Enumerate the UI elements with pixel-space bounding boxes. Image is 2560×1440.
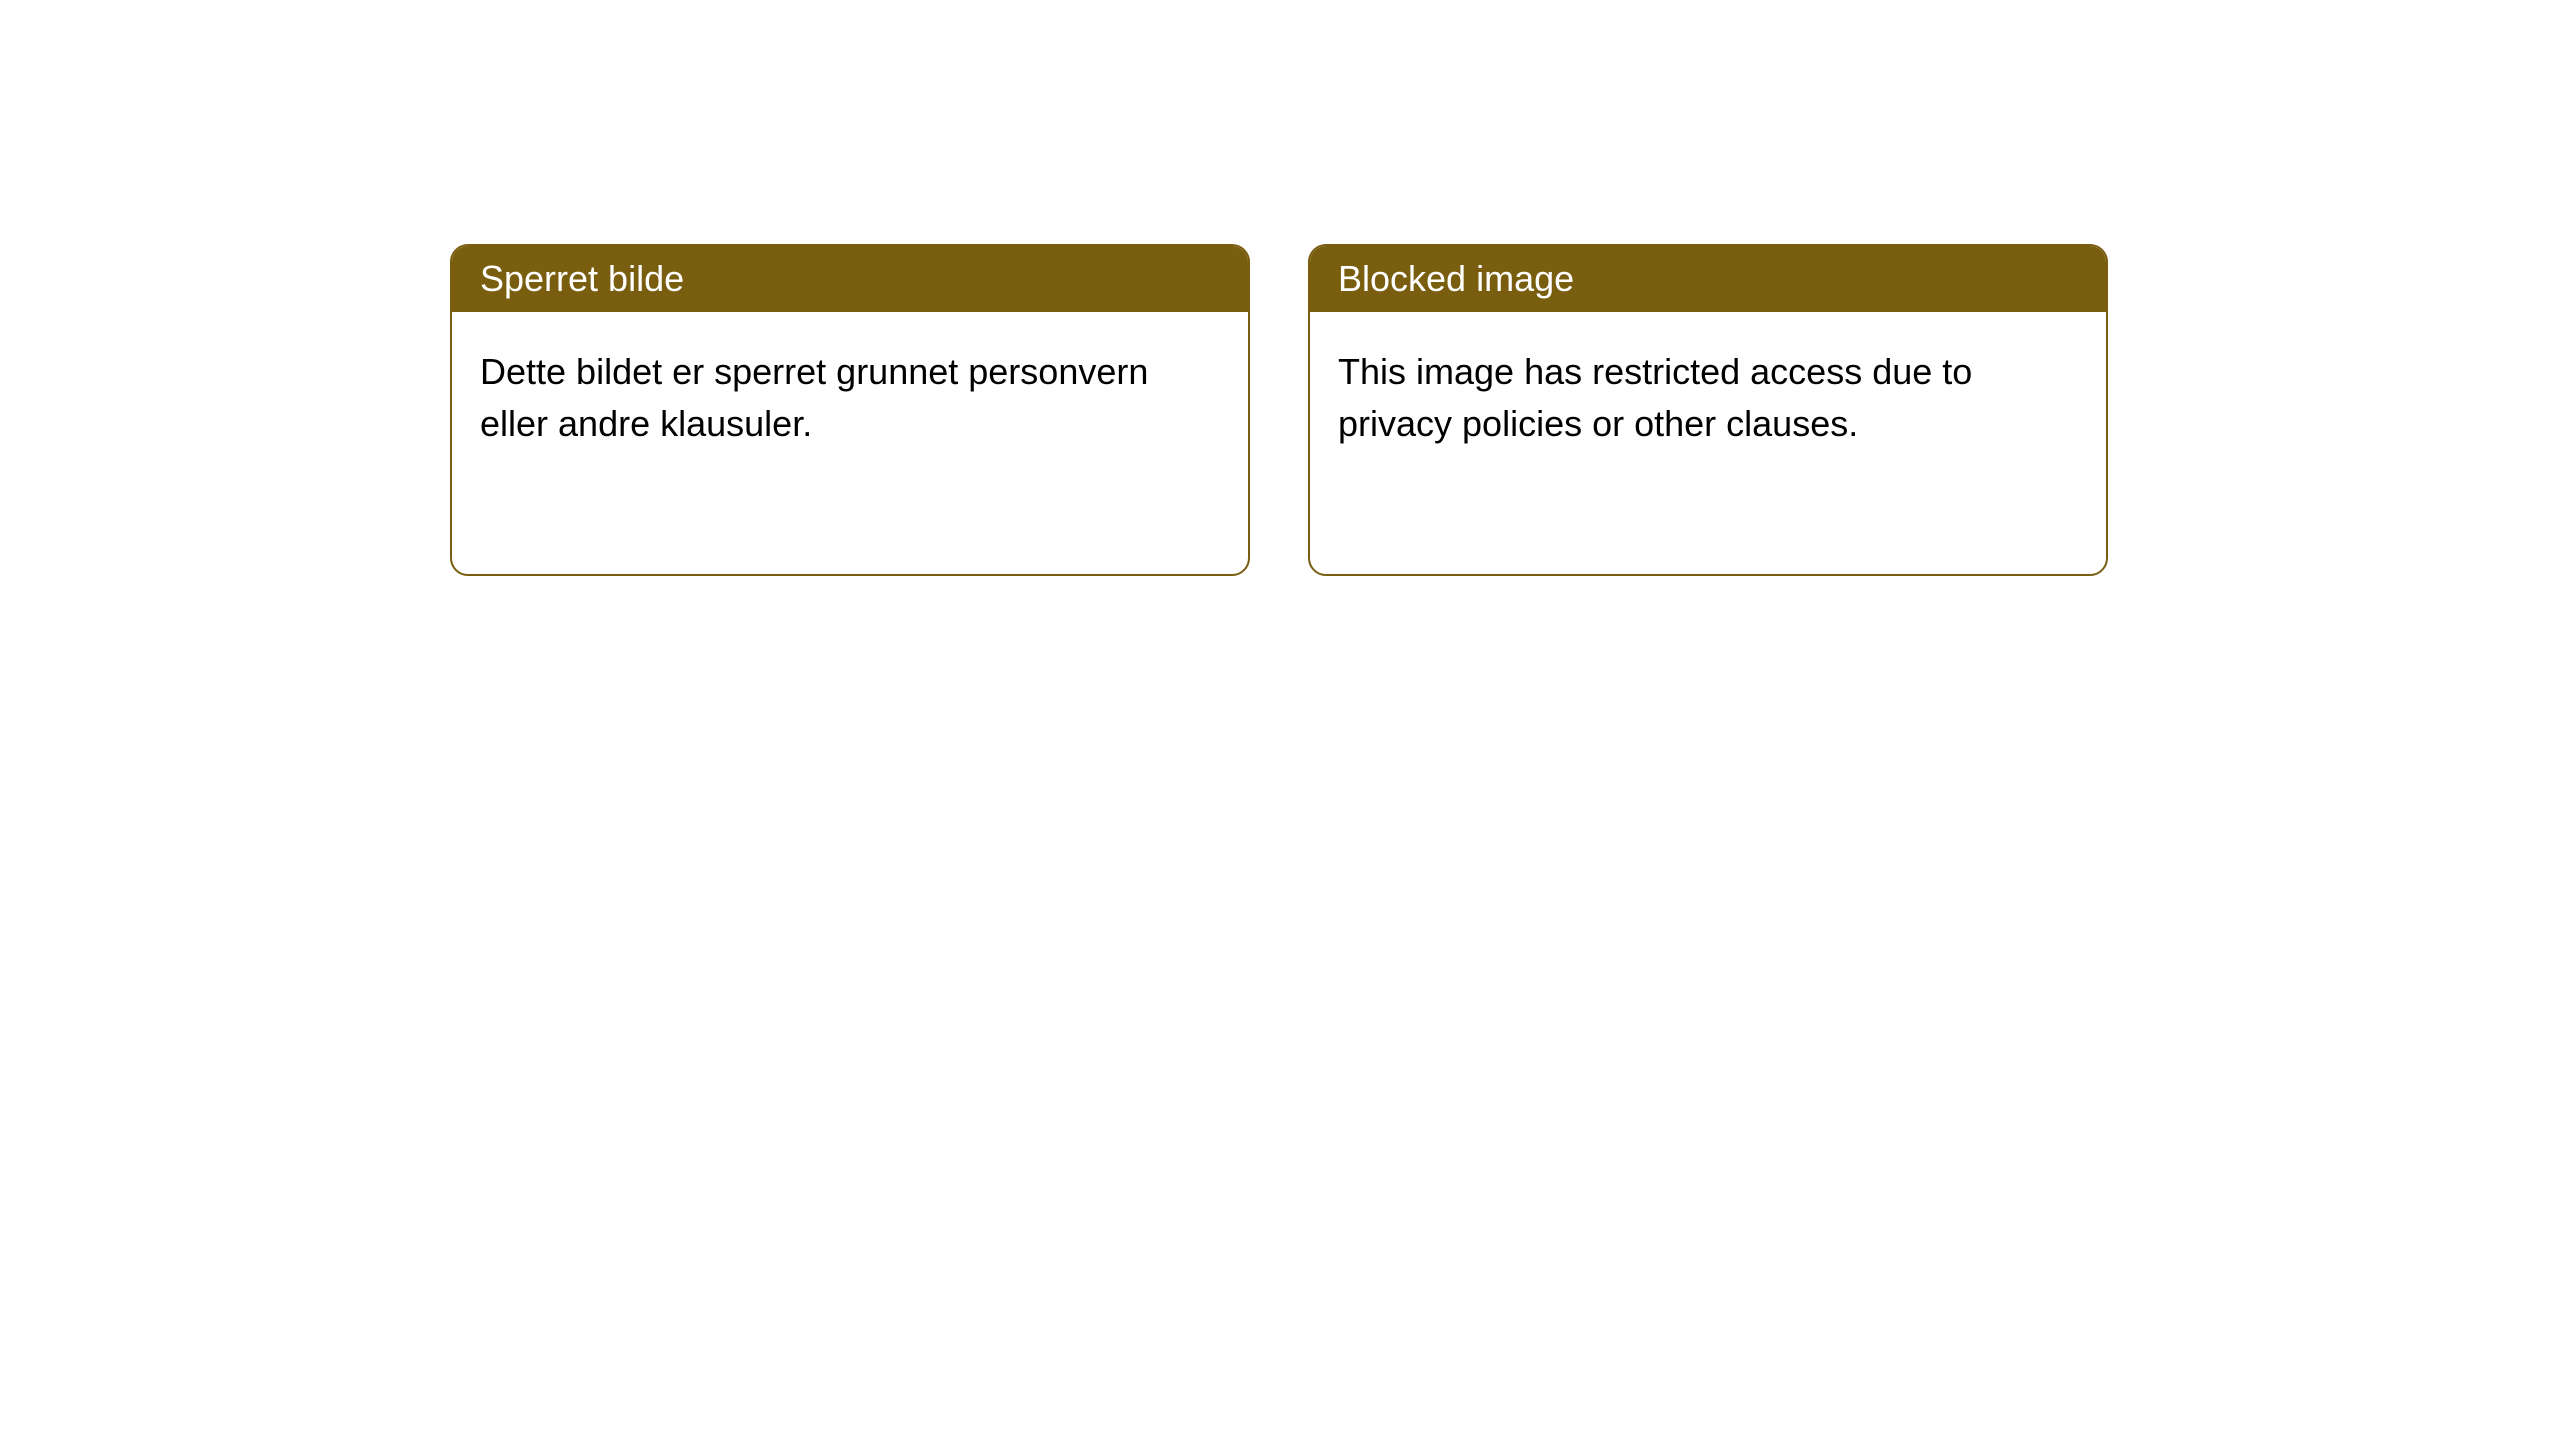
notice-cards-container: Sperret bilde Dette bildet er sperret gr… [450, 244, 2108, 576]
card-body: This image has restricted access due to … [1310, 312, 2106, 484]
card-title: Blocked image [1338, 258, 1574, 299]
card-header: Blocked image [1310, 246, 2106, 312]
card-message: This image has restricted access due to … [1338, 351, 1972, 444]
card-message: Dette bildet er sperret grunnet personve… [480, 351, 1148, 444]
notice-card-english: Blocked image This image has restricted … [1308, 244, 2108, 576]
notice-card-norwegian: Sperret bilde Dette bildet er sperret gr… [450, 244, 1250, 576]
card-title: Sperret bilde [480, 258, 684, 299]
card-body: Dette bildet er sperret grunnet personve… [452, 312, 1248, 484]
card-header: Sperret bilde [452, 246, 1248, 312]
